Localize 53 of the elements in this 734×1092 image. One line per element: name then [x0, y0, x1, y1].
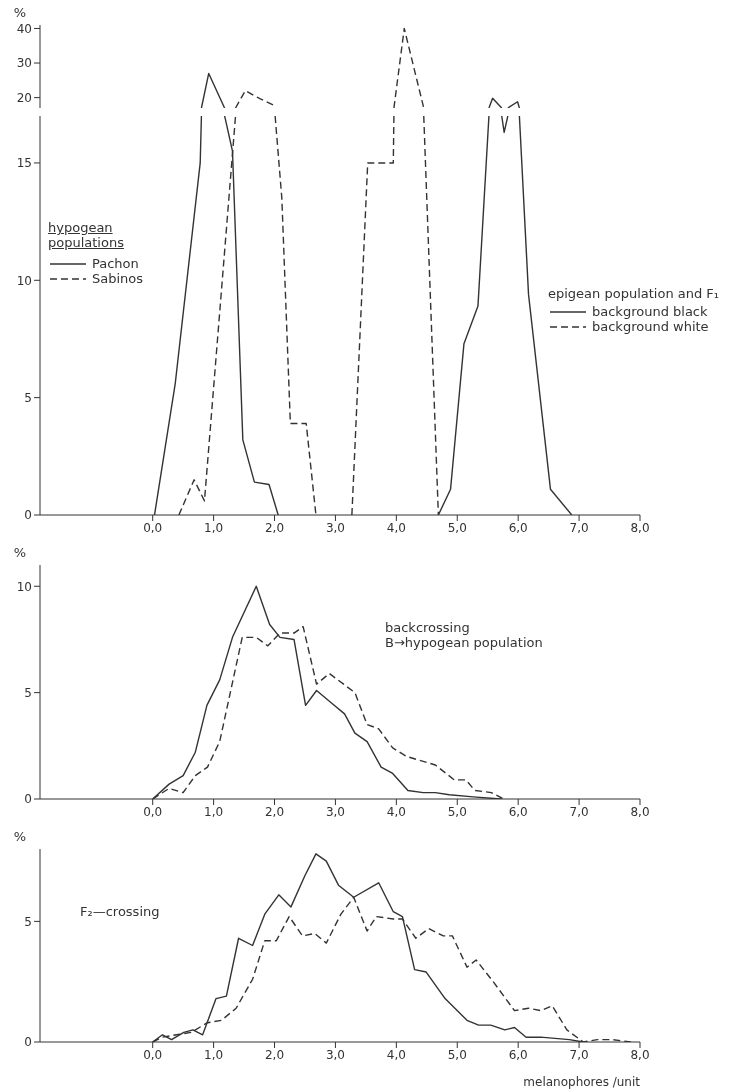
- y-tick-label: 20: [16, 90, 32, 105]
- y-tick-label: 15: [16, 156, 32, 171]
- x-tick-label: 2,0: [264, 1047, 285, 1062]
- x-tick-label: 7,0: [569, 520, 589, 535]
- x-tick-label: 2,0: [264, 804, 285, 819]
- x-tick-label: 1,0: [204, 520, 224, 535]
- legend-title: hypogean populations: [48, 220, 124, 250]
- legend-label: background black: [592, 304, 708, 319]
- x-tick-label: 6,0: [508, 804, 528, 819]
- x-tick-label: 4,0: [386, 804, 406, 819]
- x-tick-label: 7,0: [569, 1047, 589, 1062]
- y-tick-label: 10: [16, 579, 32, 594]
- y-axis-title: %: [13, 5, 27, 20]
- y-tick-label: 30: [16, 56, 32, 71]
- legend-label: Sabinos: [92, 271, 144, 286]
- y-tick-label: 5: [24, 914, 32, 929]
- x-tick-label: 6,0: [508, 1047, 528, 1062]
- y-axis-title: %: [13, 545, 27, 560]
- annotation: epigean population and F₁: [548, 286, 720, 301]
- annotation: B→hypogean population: [385, 635, 543, 650]
- line-series: [234, 90, 276, 108]
- x-tick-label: 7,0: [569, 804, 589, 819]
- x-tick-label: 0,0: [143, 804, 163, 819]
- y-tick-label: 10: [16, 273, 32, 288]
- x-tick-label: 1,0: [204, 1047, 224, 1062]
- legend-label: Pachon: [92, 256, 139, 271]
- x-tick-label: 3,0: [325, 520, 345, 535]
- x-tick-label: 5,0: [447, 1047, 467, 1062]
- y-tick-label: 40: [16, 21, 32, 36]
- x-tick-label: 4,0: [386, 1047, 406, 1062]
- x-tick-label: 3,0: [325, 1047, 345, 1062]
- x-tick-label: 1,0: [204, 804, 224, 819]
- x-tick-label: 0,0: [143, 1047, 163, 1062]
- annotation: backcrossing: [385, 620, 471, 635]
- x-tick-label: 6,0: [508, 520, 528, 535]
- x-tick-label: 5,0: [447, 804, 467, 819]
- y-tick-label: 0: [24, 792, 32, 807]
- x-tick-label: 3,0: [325, 804, 345, 819]
- y-tick-label: 5: [24, 685, 32, 700]
- x-tick-label: 2,0: [264, 520, 285, 535]
- annotation: F₂—crossing: [80, 904, 160, 919]
- x-tick-label: 8,0: [630, 804, 650, 819]
- legend-label: background white: [592, 319, 709, 334]
- x-axis-title: melanophores /unit: [523, 1075, 641, 1089]
- x-tick-label: 4,0: [386, 520, 406, 535]
- x-tick-label: 8,0: [630, 1047, 650, 1062]
- y-tick-label: 0: [24, 1035, 32, 1050]
- x-tick-label: 5,0: [447, 520, 467, 535]
- y-tick-label: 5: [24, 390, 32, 405]
- y-axis-title: %: [13, 829, 27, 844]
- y-tick-label: 0: [24, 508, 32, 523]
- x-tick-label: 8,0: [630, 520, 650, 535]
- x-tick-label: 0,0: [143, 520, 163, 535]
